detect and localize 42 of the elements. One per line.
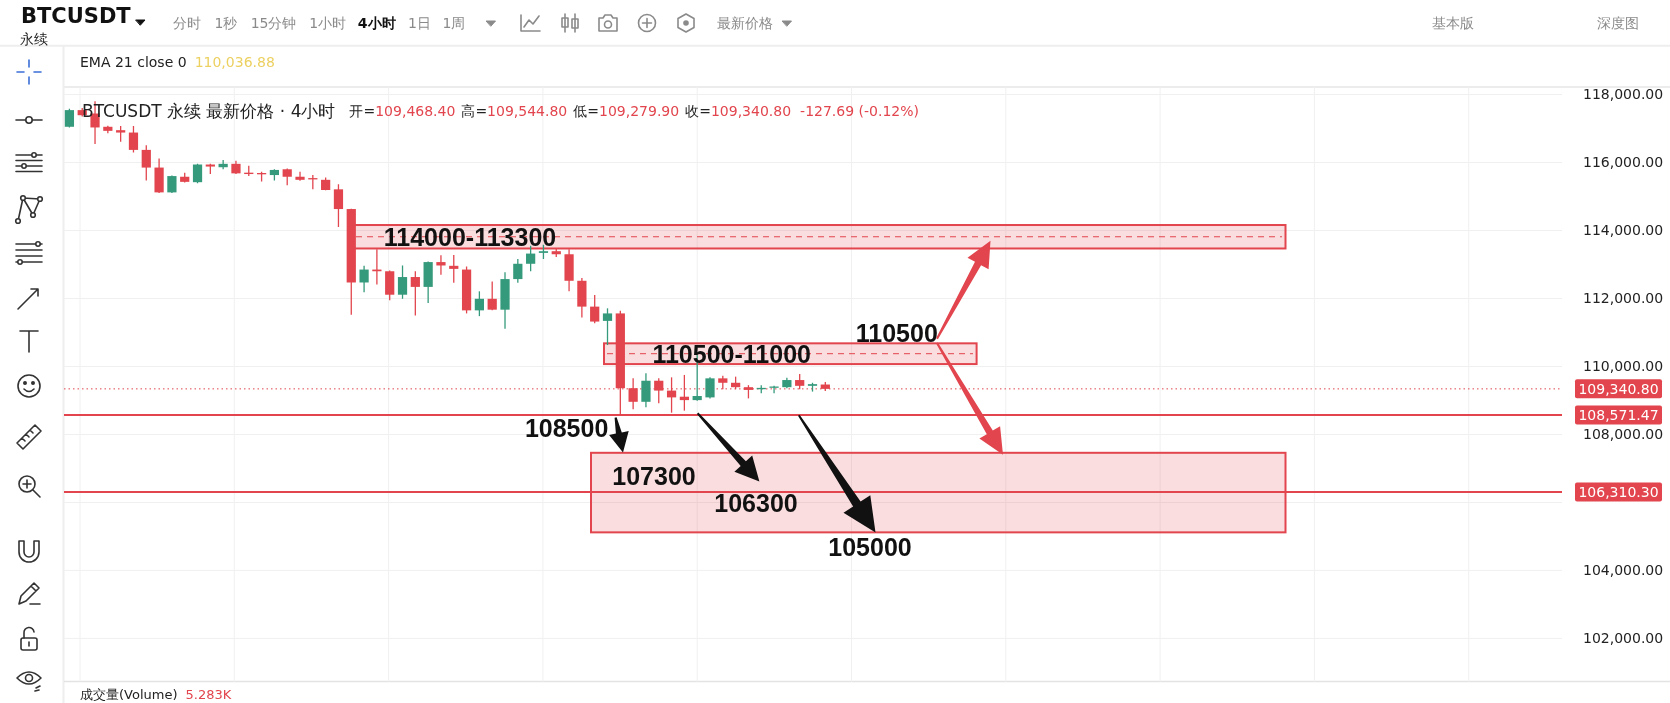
text: 1日 <box>408 15 431 31</box>
text: 5.283K <box>185 686 232 702</box>
annotation: 105000 <box>828 533 912 562</box>
annotation: 低= <box>573 103 600 119</box>
text: 4小时 <box>357 15 396 31</box>
price-label: 109,340.80 <box>1575 379 1662 399</box>
annotation: 109,468.40 <box>375 103 456 119</box>
y-tick-label: 112,000.00 <box>1583 290 1664 307</box>
text: 1秒 <box>214 15 238 31</box>
text: 基本版 <box>1431 15 1474 31</box>
y-tick-label: 108,000.00 <box>1583 426 1664 443</box>
text: 深度图 <box>1596 15 1639 31</box>
annotation: 开= <box>349 103 376 119</box>
annotation: 109,544.80 <box>487 103 568 119</box>
annotation: 109,340.80 <box>710 103 792 119</box>
price-label: 106,310.30 <box>1575 482 1662 502</box>
band-label: 110500-11000 <box>652 339 811 368</box>
annotation: 109,279.90 <box>599 103 680 119</box>
text: 最新价格 <box>717 15 773 31</box>
y-tick-label: 116,000.00 <box>1583 154 1664 171</box>
text: 分时 <box>172 15 201 31</box>
y-tick-label: 114,000.00 <box>1583 222 1664 239</box>
text: 110,036.88 <box>194 54 275 70</box>
annotation: 收= <box>685 103 711 119</box>
text: 永续 <box>20 31 48 47</box>
annotation: -127.69 (-0.12%) <box>800 103 920 119</box>
text: 1周 <box>442 15 466 31</box>
band-label: 114000-113300 <box>383 222 557 251</box>
y-tick-label: 110,000.00 <box>1583 358 1664 375</box>
annotation: 108500 <box>524 414 609 442</box>
text: EMA 21 close 0 <box>80 54 187 70</box>
annotation: 110500 <box>855 319 938 348</box>
annotation: 高= <box>461 103 488 119</box>
annotation: 107300 <box>612 462 696 490</box>
y-tick-label: 102,000.00 <box>1583 630 1664 647</box>
text: 15分钟 <box>250 15 297 31</box>
annotation: 106300 <box>714 489 798 517</box>
y-tick-label: 104,000.00 <box>1583 562 1664 579</box>
text: 成交量(Volume) <box>80 686 178 702</box>
text: 1小时 <box>309 15 347 31</box>
y-tick-label: 118,000.00 <box>1583 86 1664 103</box>
text: BTCUSDT <box>21 4 132 28</box>
